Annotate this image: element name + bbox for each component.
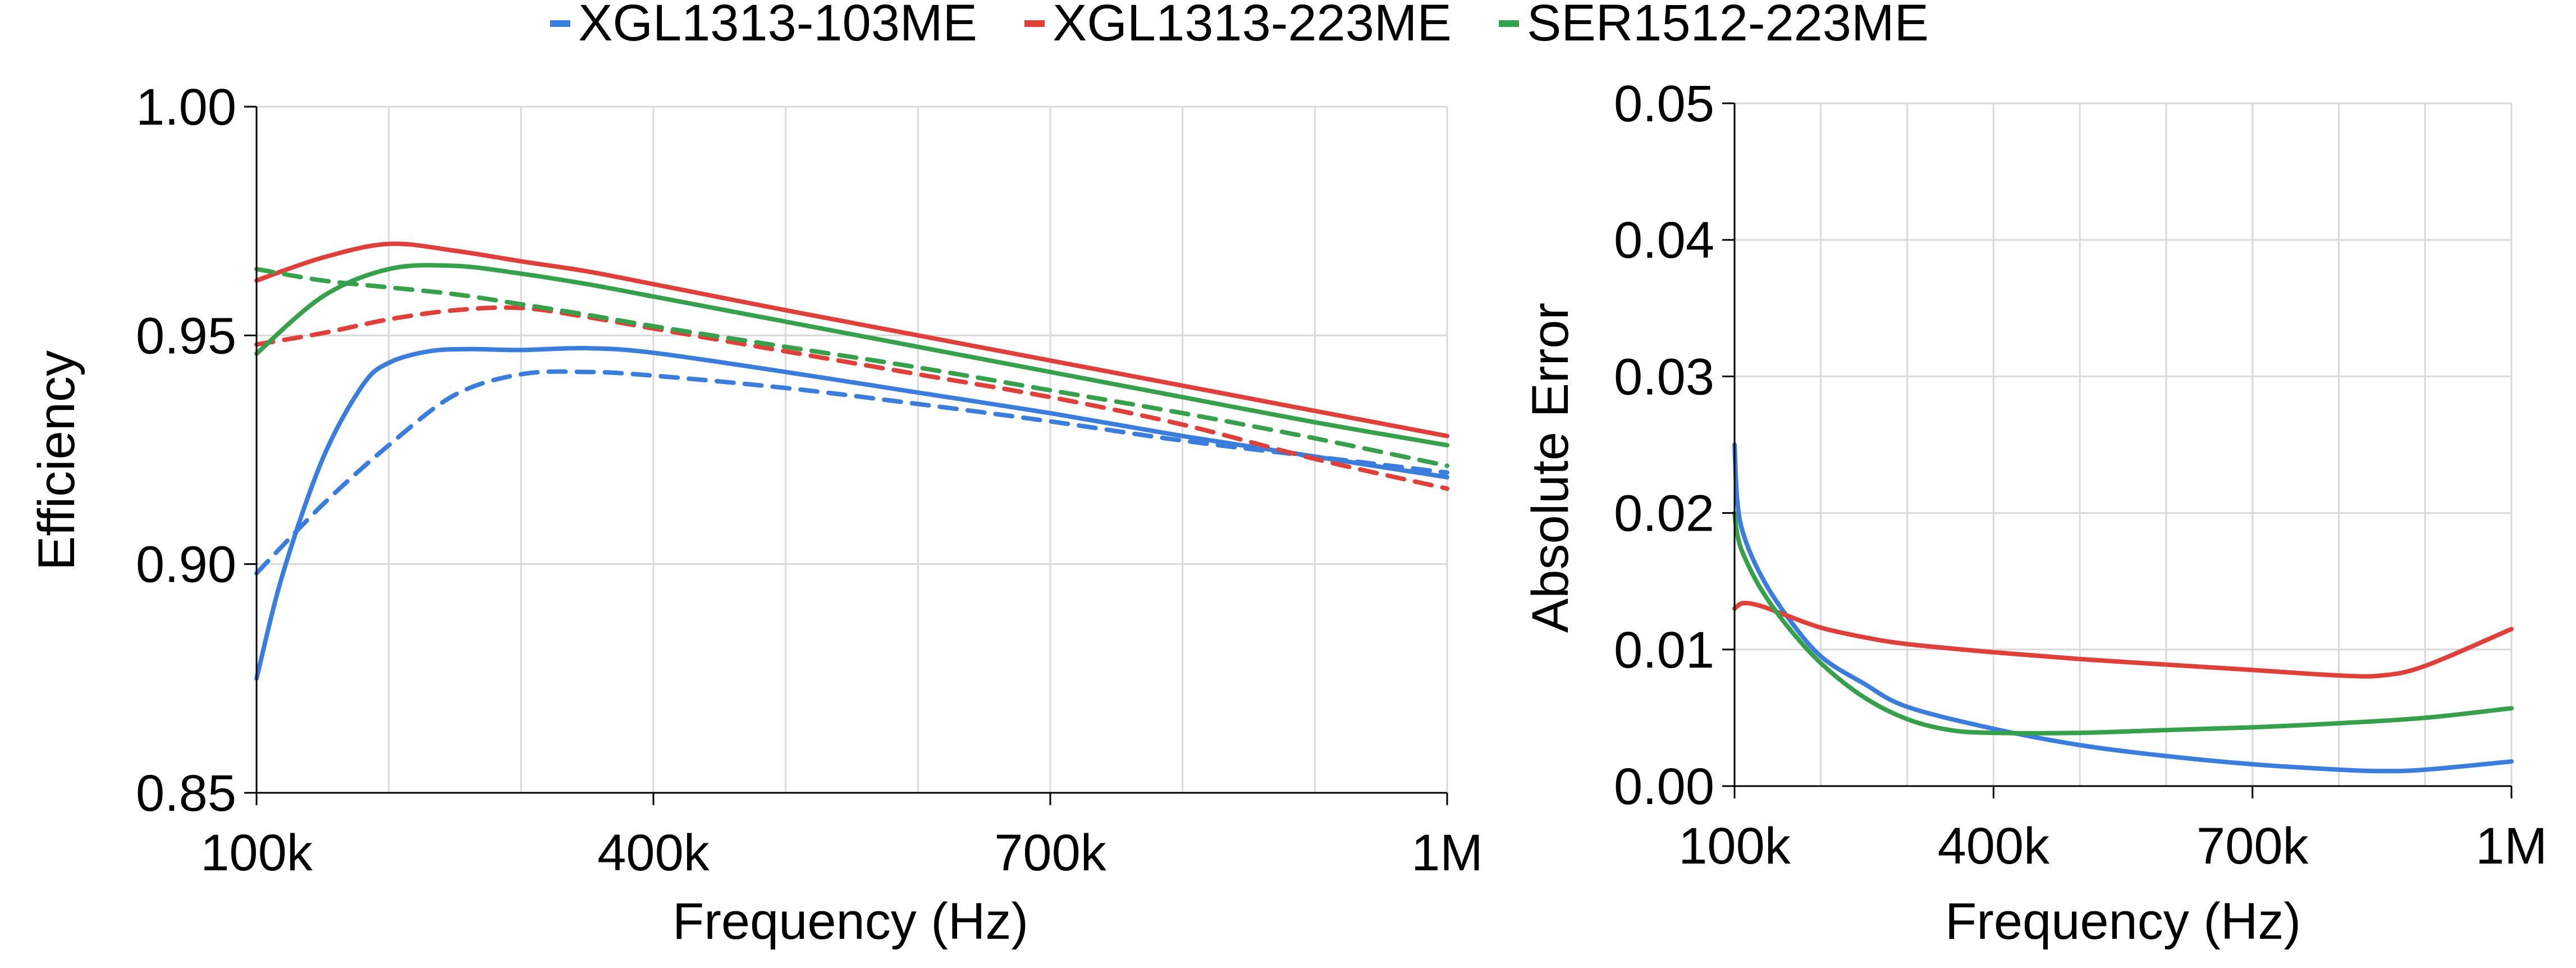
efficiency-chart-series-ser1512-223me-dashed bbox=[254, 267, 1449, 468]
absolute-error-chart-series bbox=[1732, 442, 2514, 774]
efficiency-chart-x-axis-title: Frequency (Hz) bbox=[672, 893, 1028, 950]
absolute-error-chart-series-ser1512-223me-solid bbox=[1732, 510, 2514, 736]
absolute-error-chart-series-xgl1313-103me-solid bbox=[1732, 442, 2514, 774]
absolute-error-chart-y-axis-title: Absolute Error bbox=[1522, 303, 1579, 633]
efficiency-chart-y-tick-label: 0.90 bbox=[136, 536, 236, 593]
efficiency-chart: 0.85 0.90 0.95 1.00 100k 400k 700k 1M Frequency… bbox=[28, 79, 1483, 950]
efficiency-chart-x-tick-label: 700k bbox=[994, 824, 1106, 882]
legend-entry-3: SER1512-223ME bbox=[1499, 0, 1929, 52]
absolute-error-chart-y-tick-label: 0.02 bbox=[1614, 485, 1714, 542]
legend-entry-2: XGL1313-223ME bbox=[1024, 0, 1452, 52]
efficiency-chart-series bbox=[254, 241, 1449, 681]
efficiency-chart-series-xgl1313-223me-dashed bbox=[254, 305, 1449, 491]
legend-swatch-xgl1313-103me bbox=[550, 20, 570, 27]
efficiency-chart-x-tick-label: 1M bbox=[1411, 824, 1483, 882]
absolute-error-chart-y-tick-label: 0.04 bbox=[1614, 212, 1714, 269]
absolute-error-chart-y-tick-label: 0.00 bbox=[1614, 758, 1714, 815]
legend-label-ser1512-223me: SER1512-223ME bbox=[1527, 0, 1929, 52]
efficiency-chart-y-tick-label: 0.85 bbox=[136, 765, 236, 822]
absolute-error-chart-y-tick-label: 0.03 bbox=[1614, 348, 1714, 405]
absolute-error-chart-x-tick-label: 700k bbox=[2197, 818, 2309, 875]
efficiency-chart-y-tick-label: 0.95 bbox=[136, 307, 236, 364]
legend-swatch-ser1512-223me bbox=[1499, 20, 1519, 27]
efficiency-chart-x-tick-label: 100k bbox=[200, 824, 313, 882]
efficiency-chart-series-xgl1313-223me-solid bbox=[254, 241, 1449, 439]
absolute-error-chart: 0.00 0.01 0.02 0.03 0.04 0.05 100k 400k 700k 1M F… bbox=[1522, 75, 2547, 950]
absolute-error-chart-axes: 0.00 0.01 0.02 0.03 0.04 0.05 100k 400k 700k 1M bbox=[1614, 75, 2547, 875]
absolute-error-chart-y-tick-label: 0.01 bbox=[1614, 622, 1714, 679]
legend-label-xgl1313-223me: XGL1313-223ME bbox=[1053, 0, 1452, 52]
legend: XGL1313-103ME XGL1313-223ME SER1512-223M… bbox=[550, 0, 1929, 52]
absolute-error-chart-x-axis-title: Frequency (Hz) bbox=[1945, 893, 2301, 950]
absolute-error-chart-series-xgl1313-223me-solid bbox=[1732, 600, 2514, 679]
absolute-error-chart-grid bbox=[1735, 102, 2513, 786]
efficiency-chart-y-tick-label: 1.00 bbox=[136, 79, 236, 136]
efficiency-chart-series-ser1512-223me-solid bbox=[254, 263, 1449, 448]
efficiency-chart-series-xgl1313-103me-dashed bbox=[254, 369, 1449, 576]
efficiency-chart-x-tick-label: 400k bbox=[597, 824, 710, 882]
efficiency-chart-series-xgl1313-103me-solid bbox=[254, 345, 1449, 681]
legend-entry-1: XGL1313-103ME bbox=[550, 0, 977, 52]
absolute-error-chart-y-tick-label: 0.05 bbox=[1614, 75, 1714, 133]
legend-label-xgl1313-103me: XGL1313-103ME bbox=[578, 0, 977, 52]
legend-swatch-xgl1313-223me bbox=[1024, 20, 1045, 27]
efficiency-chart-y-axis-title: Efficiency bbox=[28, 350, 85, 570]
absolute-error-chart-x-tick-label: 1M bbox=[2476, 818, 2547, 875]
absolute-error-chart-x-tick-label: 100k bbox=[1678, 818, 1791, 875]
efficiency-chart-grid bbox=[257, 106, 1448, 793]
absolute-error-chart-x-tick-label: 400k bbox=[1938, 818, 2050, 875]
efficiency-chart-axes: 0.85 0.90 0.95 1.00 100k 400k 700k 1M bbox=[136, 79, 1483, 882]
